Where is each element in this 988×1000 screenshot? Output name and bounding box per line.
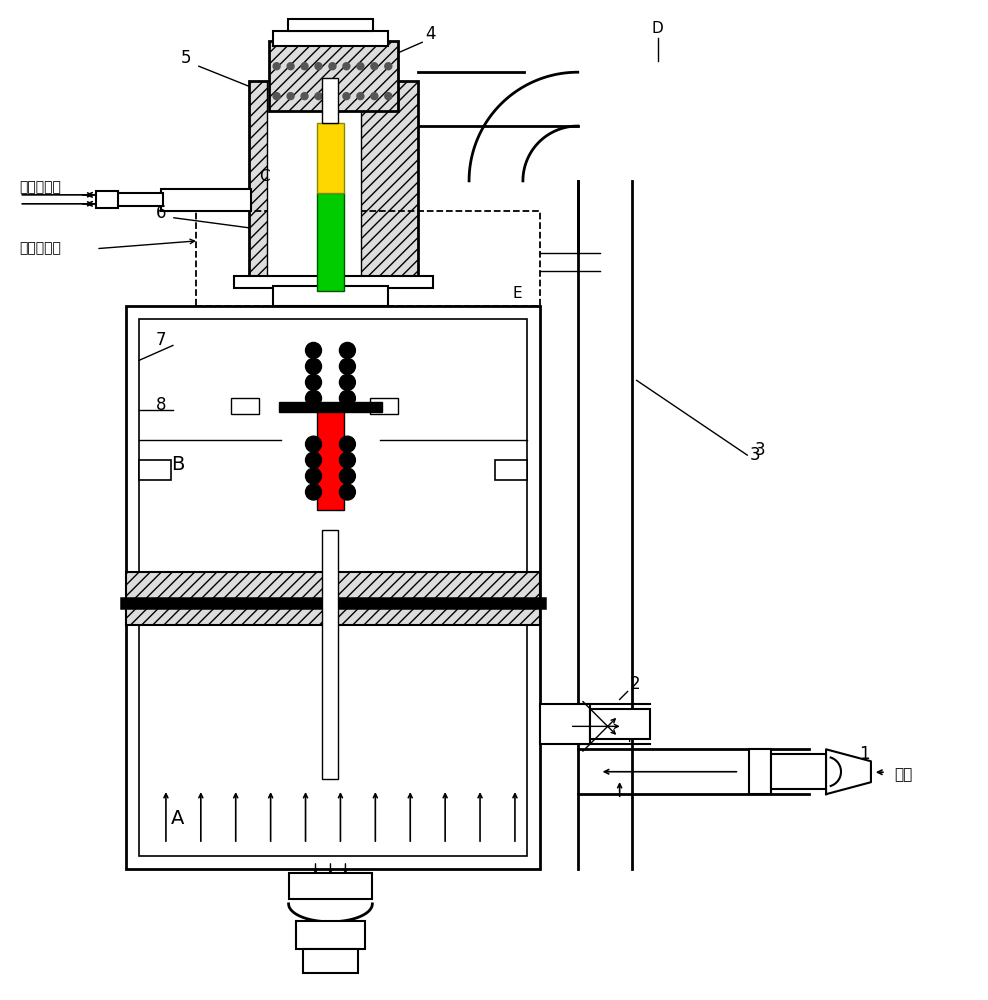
Circle shape [357,63,364,70]
Text: 1: 1 [859,745,869,763]
Bar [126,572,539,625]
Text: D: D [651,21,663,36]
Bar [370,398,398,414]
Text: 2: 2 [629,675,640,693]
Circle shape [305,342,321,358]
Circle shape [340,342,356,358]
Bar [495,460,527,480]
Circle shape [329,93,336,100]
Bar [139,319,527,856]
Bar [116,193,163,206]
Bar [316,410,345,510]
Bar [273,31,388,46]
Text: A: A [171,809,185,828]
Bar [269,41,398,111]
Circle shape [384,93,392,100]
Bar [267,81,362,281]
Text: 4: 4 [425,25,436,43]
Bar [139,460,171,480]
Bar [316,193,345,291]
Circle shape [343,63,350,70]
Bar [279,402,382,412]
Bar [295,921,366,949]
Circle shape [315,63,322,70]
Text: 5: 5 [181,49,192,67]
Circle shape [305,436,321,452]
Circle shape [384,63,392,70]
Bar [302,949,359,973]
Bar [590,709,649,739]
Circle shape [370,63,377,70]
Bar [322,78,339,123]
Circle shape [315,93,322,100]
Circle shape [288,63,294,70]
Circle shape [340,390,356,406]
Bar [288,873,372,899]
Circle shape [340,436,356,452]
Circle shape [305,358,321,374]
Circle shape [305,390,321,406]
Bar [126,306,539,869]
Text: 透明视窗区: 透明视窗区 [20,242,61,256]
Text: C: C [259,169,270,184]
Bar [772,754,826,789]
Bar [161,189,251,211]
Circle shape [340,358,356,374]
Circle shape [305,484,321,500]
Bar [234,276,433,288]
Bar [749,749,772,794]
Text: 3: 3 [754,441,765,459]
Bar [539,704,590,744]
Circle shape [305,374,321,390]
Circle shape [340,468,356,484]
Circle shape [301,63,308,70]
Circle shape [273,93,281,100]
Text: 3: 3 [749,446,760,464]
Text: 6: 6 [156,204,166,222]
Circle shape [301,93,308,100]
Circle shape [370,93,377,100]
Text: 氧气: 氧气 [894,767,912,782]
Circle shape [329,63,336,70]
Circle shape [288,93,294,100]
Bar [249,81,418,281]
Circle shape [340,484,356,500]
Circle shape [305,452,321,468]
Circle shape [357,93,364,100]
Circle shape [340,374,356,390]
Text: 接分氧装置: 接分氧装置 [20,180,61,194]
Bar [96,191,118,208]
Text: 7: 7 [156,331,166,349]
Polygon shape [826,749,871,794]
Text: B: B [171,455,185,474]
Text: 8: 8 [156,396,166,414]
Circle shape [305,468,321,484]
Bar [288,19,373,31]
Bar [316,123,345,193]
Circle shape [340,452,356,468]
Text: E: E [513,286,523,301]
Bar [231,398,259,414]
Bar [322,530,339,779]
Circle shape [273,63,281,70]
Bar [273,286,388,306]
Circle shape [343,93,350,100]
